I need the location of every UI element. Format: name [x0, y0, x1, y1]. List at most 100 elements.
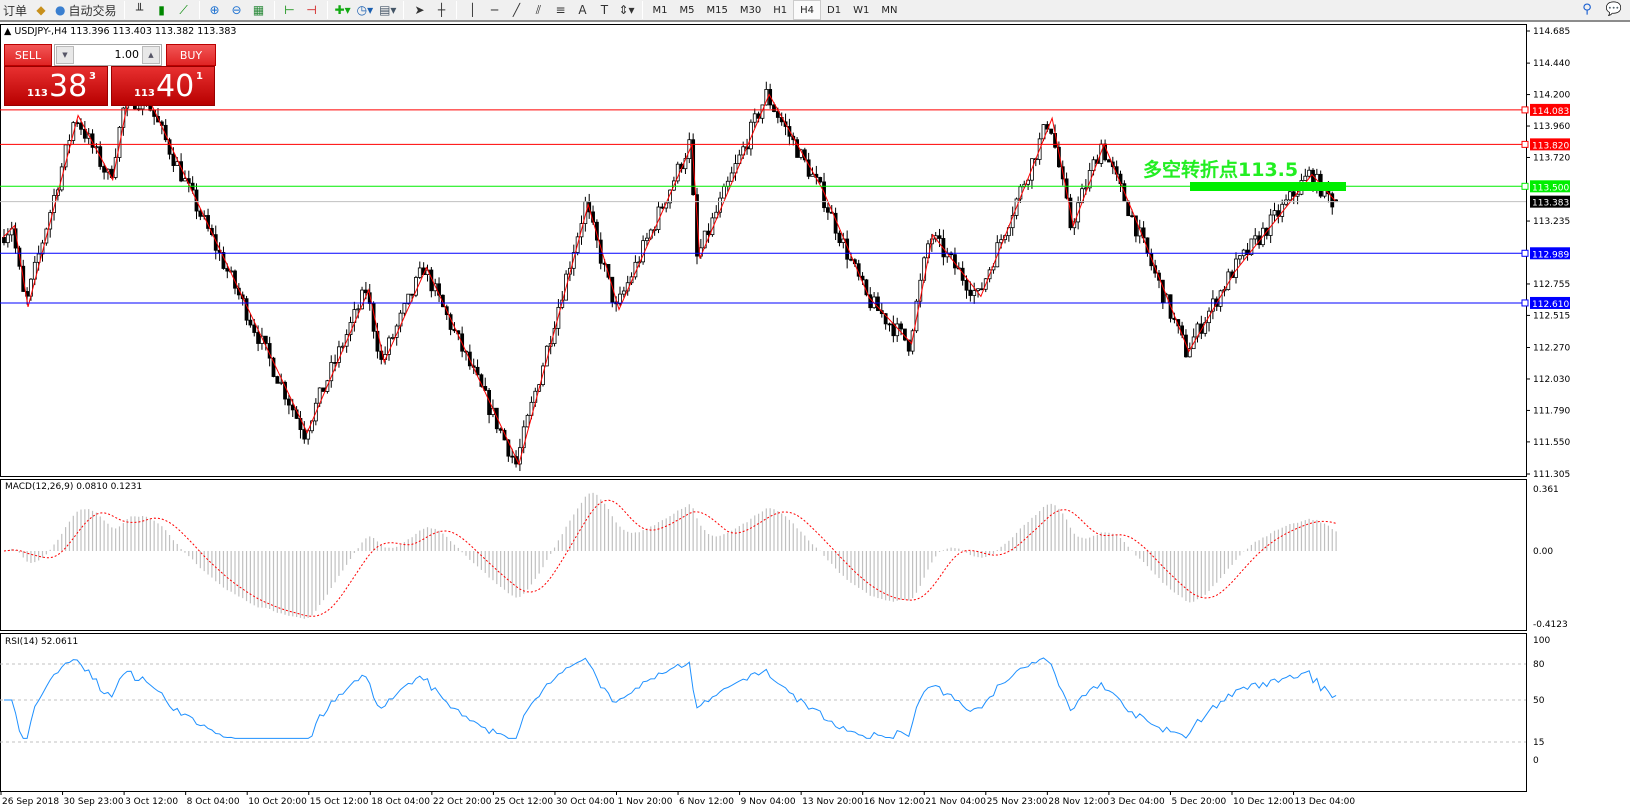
- price-label-bg: [1530, 138, 1570, 151]
- time-label: 21 Nov 04:00: [925, 797, 986, 807]
- timeframe-m1[interactable]: M1: [652, 4, 668, 16]
- price-tick-label: 112.515: [1533, 311, 1570, 321]
- hline-handle[interactable]: [1521, 249, 1529, 257]
- timeframe-h1[interactable]: H1: [773, 4, 788, 16]
- sell-button[interactable]: SELL: [4, 44, 52, 66]
- price-tick-label: 112.270: [1533, 344, 1570, 354]
- candle-bull: [525, 414, 530, 428]
- fibonacci-icon[interactable]: ≡: [555, 3, 566, 17]
- tile-windows-icon[interactable]: ▦: [252, 3, 265, 17]
- zoom-out-icon[interactable]: ⊖: [231, 3, 242, 17]
- price-tick-label: 114.685: [1533, 27, 1570, 37]
- candle-bear: [1130, 215, 1134, 218]
- hline-handle[interactable]: [1521, 299, 1529, 307]
- candle-bear: [475, 366, 480, 376]
- candle-bear: [1330, 193, 1335, 208]
- lot-value: 1.00: [114, 48, 140, 61]
- candle-bull: [621, 290, 626, 295]
- lot-decrease-button[interactable]: ▼: [56, 46, 74, 64]
- price-tick-label: 113.235: [1533, 217, 1570, 227]
- timeframe-m5[interactable]: M5: [679, 4, 695, 16]
- candle-bull: [914, 300, 919, 332]
- time-label: 28 Nov 12:00: [1048, 797, 1109, 807]
- text-label-icon[interactable]: T: [600, 3, 609, 17]
- candle-bear: [494, 407, 499, 430]
- templates-icon[interactable]: ▤▾: [379, 3, 397, 17]
- new-order-button[interactable]: 订单: [0, 0, 30, 20]
- timeframe-m15[interactable]: M15: [706, 4, 728, 16]
- vertical-line-icon[interactable]: │: [468, 3, 477, 17]
- bar-chart-icon[interactable]: ╨: [135, 3, 144, 17]
- autotrading-label: 自动交易: [68, 3, 117, 18]
- chat-icon[interactable]: 💬: [1605, 2, 1622, 17]
- candle-bull: [390, 337, 395, 339]
- lot-size-input[interactable]: ▼ 1.00 ▲: [54, 44, 162, 66]
- hline-handle[interactable]: [1521, 106, 1529, 114]
- pivot-annotation-text: 多空转折点113.5: [1143, 159, 1299, 181]
- crosshair-icon[interactable]: ┼: [437, 3, 446, 17]
- candlestick-icon[interactable]: ▮: [158, 3, 165, 17]
- candle-bear: [1134, 215, 1138, 237]
- chart-shift-icon[interactable]: ⊢: [284, 3, 295, 17]
- candle-bear: [263, 335, 268, 344]
- candle-bear: [695, 194, 699, 257]
- equidistant-channel-icon[interactable]: ⫽: [535, 2, 542, 17]
- candle-bull: [360, 289, 364, 310]
- price-label-113.500: 113.500: [1532, 183, 1569, 193]
- trendline-icon[interactable]: ╱: [512, 3, 521, 17]
- periods-icon[interactable]: ◷▾: [356, 3, 374, 17]
- autoscroll-icon[interactable]: ⊣: [306, 3, 317, 17]
- horizontal-line-icon[interactable]: ─: [490, 3, 499, 17]
- candle-bear: [868, 294, 873, 309]
- time-label: 9 Nov 04:00: [741, 797, 796, 807]
- buy-price-button[interactable]: 113 40 1: [111, 66, 215, 106]
- indicators-icon[interactable]: ✚▾: [334, 3, 351, 17]
- rsi-panel-frame: [0, 633, 1527, 792]
- hline-handle[interactable]: [1521, 140, 1529, 148]
- candle-bull: [113, 157, 118, 178]
- text-icon[interactable]: A: [578, 3, 587, 17]
- chart-window[interactable]: 114.083 113.820 113.500 113.383 112.989 112.6…: [0, 22, 1630, 812]
- zoom-in-icon[interactable]: ⊕: [209, 3, 220, 17]
- macd-scale-label: 0.361: [1533, 485, 1559, 495]
- timeframe-h4[interactable]: H4: [793, 0, 822, 20]
- buy-button[interactable]: BUY: [166, 44, 216, 66]
- collapse-arrow-icon[interactable]: ▲: [4, 26, 15, 37]
- candle-bull: [544, 345, 549, 367]
- price-label-bg: [1530, 195, 1570, 208]
- candle-bear: [363, 289, 368, 294]
- search-icon[interactable]: ⚲: [1582, 2, 1592, 17]
- candle-bear: [606, 263, 611, 278]
- lot-increase-button[interactable]: ▲: [142, 46, 160, 64]
- candle-bull: [36, 253, 41, 263]
- price-tick-label: 111.305: [1533, 470, 1570, 480]
- autotrading-button[interactable]: ● 自动交易: [52, 0, 120, 20]
- candle-bear: [79, 122, 83, 130]
- candle-bear: [321, 387, 326, 392]
- hline-handle[interactable]: [1521, 182, 1529, 190]
- candle-bull: [618, 293, 622, 305]
- timeframe-d1[interactable]: D1: [827, 4, 842, 16]
- candle-bull: [729, 172, 734, 182]
- candle-bear: [818, 177, 823, 183]
- sell-price-button[interactable]: 113 38 3: [4, 66, 108, 106]
- price-label-bg: [1530, 247, 1570, 260]
- candle-bull: [737, 154, 742, 164]
- candle-bear: [102, 166, 106, 173]
- arrows-icon[interactable]: ⇕▾: [618, 3, 635, 17]
- cursor-icon[interactable]: ➤: [414, 3, 425, 17]
- line-chart-icon[interactable]: ⟋: [179, 2, 188, 17]
- timeframe-mn[interactable]: MN: [881, 4, 898, 16]
- macd-label: MACD(12,26,9) 0.0810 0.1231: [5, 482, 143, 492]
- candle-bear: [772, 104, 776, 112]
- chart-header: ▲ USDJPY-,H4 113.396 113.403 113.382 113…: [4, 26, 236, 37]
- candle-bear: [252, 324, 257, 333]
- timeframe-w1[interactable]: W1: [853, 4, 870, 16]
- timeframe-m30[interactable]: M30: [739, 4, 762, 16]
- candle-bull: [406, 293, 411, 304]
- candle-bear: [1184, 334, 1188, 358]
- candle-bear: [302, 429, 307, 440]
- candle-bear: [248, 319, 253, 326]
- autotrading-icon: ●: [55, 3, 66, 17]
- metaeditor-icon[interactable]: ◆: [36, 3, 46, 17]
